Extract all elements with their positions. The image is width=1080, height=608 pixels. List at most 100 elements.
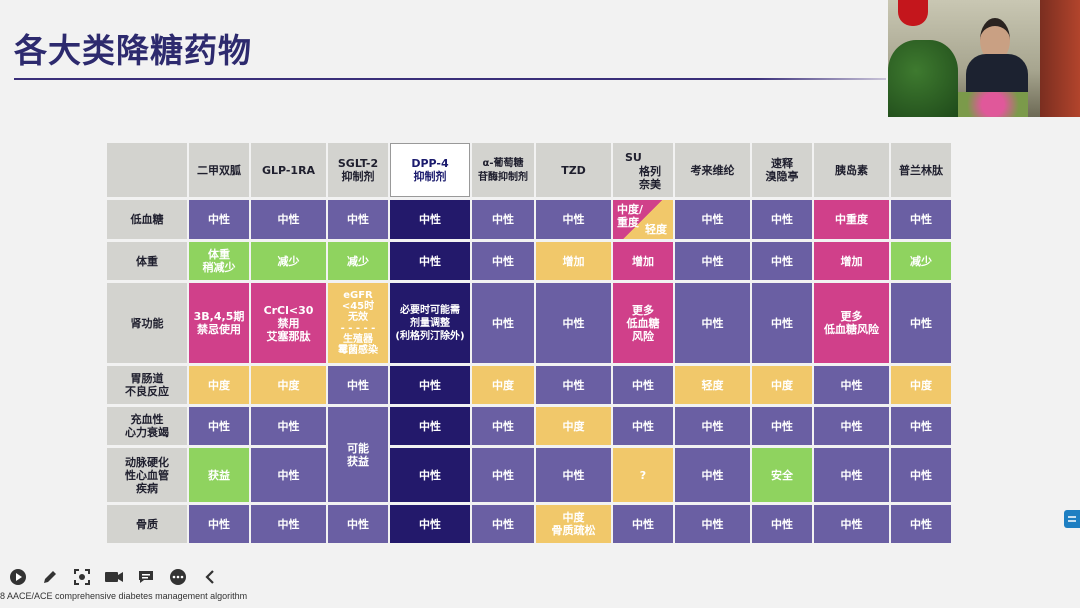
- table-cell: 中性: [814, 505, 889, 543]
- table-cell: 中性: [675, 242, 750, 280]
- table-cell-split: 中度/ 重度 轻度: [613, 200, 673, 239]
- plant-decoration: [888, 40, 958, 117]
- table-cell: 中性: [752, 283, 812, 363]
- table-cell: 中度: [891, 366, 951, 404]
- table-cell: 增加: [613, 242, 673, 280]
- table-cell: 中性: [891, 448, 951, 502]
- table-cell: 中度: [536, 407, 611, 445]
- camera-icon[interactable]: [104, 567, 124, 587]
- header-row: 二甲双胍 GLP-1RA SGLT-2 抑制剂 DPP-4 抑制剂 α-葡萄糖 …: [107, 143, 951, 197]
- col-label: TZD: [561, 163, 586, 177]
- table-cell: 更多 低血糖 风险: [613, 283, 673, 363]
- table-cell: 中度: [189, 366, 249, 404]
- col-label: DPP-4 抑制剂: [411, 157, 449, 183]
- table-cell: 中性: [390, 407, 470, 445]
- table-cell: 必要时可能需 剂量调整 (利格列汀除外): [390, 283, 470, 363]
- col-label: 速释 溴隐亭: [765, 157, 799, 183]
- table-cell: 中性: [390, 448, 470, 502]
- table-cell: 中度 骨质疏松: [536, 505, 611, 543]
- table-row: 胃肠道 不良反应 中度 中度 中性 中性 中度 中性 中性 轻度 中度 中性 中…: [107, 366, 951, 404]
- col-label-b: 格列 奈美: [639, 165, 661, 191]
- col-header: 考来维纶: [675, 143, 750, 197]
- col-label: GLP-1RA: [261, 163, 316, 177]
- pen-icon[interactable]: [40, 567, 60, 587]
- col-label: 考来维纶: [690, 163, 735, 177]
- col-label: SGLT-2 抑制剂: [337, 157, 379, 183]
- table-cell: ?: [613, 448, 673, 502]
- table-cell: 中性: [536, 448, 611, 502]
- table-cell: 中性: [251, 505, 326, 543]
- table-cell: 3B,4,5期 禁忌使用: [189, 283, 249, 363]
- table-cell: 中性: [472, 200, 534, 239]
- table-cell: 中性: [891, 407, 951, 445]
- table-cell: 更多 低血糖风险: [814, 283, 889, 363]
- col-header: 普兰林肽: [891, 143, 951, 197]
- back-icon[interactable]: [200, 567, 220, 587]
- speaker-video-thumbnail[interactable]: [888, 0, 1080, 117]
- row-label: 低血糖: [107, 200, 187, 239]
- table-cell: 中性: [390, 366, 470, 404]
- table-cell: 中性: [752, 200, 812, 239]
- drug-comparison-table: 二甲双胍 GLP-1RA SGLT-2 抑制剂 DPP-4 抑制剂 α-葡萄糖 …: [105, 140, 953, 546]
- table-cell: 中性: [390, 242, 470, 280]
- table-cell: 中性: [675, 407, 750, 445]
- table-cell: CrCl<30 禁用 艾塞那肽: [251, 283, 326, 363]
- corner-cell: [107, 143, 187, 197]
- slide-title: 各大类降糖药物: [14, 31, 252, 70]
- table-cell: 中度: [472, 366, 534, 404]
- table-cell: 中性: [613, 407, 673, 445]
- play-icon[interactable]: [8, 567, 28, 587]
- table-row: 肾功能 3B,4,5期 禁忌使用 CrCl<30 禁用 艾塞那肽 eGFR <4…: [107, 283, 951, 363]
- table-cell: 中性: [675, 283, 750, 363]
- split-top: 中度/ 重度: [617, 203, 644, 229]
- row-label: 肾功能: [107, 283, 187, 363]
- col-header: α-葡萄糖 苷酶抑制剂: [472, 143, 534, 197]
- table-cell: 中性: [613, 505, 673, 543]
- table-cell: 中度: [752, 366, 812, 404]
- table-cell: 中性: [251, 200, 326, 239]
- col-header-su: SU 格列 奈美: [613, 143, 673, 197]
- table-row: 动脉硬化 性心血管 疾病 获益 中性 中性 中性 中性 ? 中性 安全 中性 中…: [107, 448, 951, 502]
- side-expand-icon[interactable]: [1064, 510, 1080, 528]
- table-cell: 中性: [814, 366, 889, 404]
- table-cell: 中度: [251, 366, 326, 404]
- table-cell: 减少: [328, 242, 388, 280]
- col-header: TZD: [536, 143, 611, 197]
- table-cell: 中性: [472, 407, 534, 445]
- lantern-decoration: [898, 0, 928, 26]
- col-header: 二甲双胍: [189, 143, 249, 197]
- table-cell: 中性: [189, 200, 249, 239]
- table-cell: 中性: [390, 200, 470, 239]
- table-cell: 增加: [814, 242, 889, 280]
- table-cell: 中性: [536, 200, 611, 239]
- table-cell: 中性: [891, 505, 951, 543]
- flower-decoration: [958, 92, 1028, 117]
- row-label: 胃肠道 不良反应: [107, 366, 187, 404]
- table-cell: 中性: [814, 407, 889, 445]
- table-cell: 中性: [328, 505, 388, 543]
- table-row: 骨质 中性 中性 中性 中性 中性 中度 骨质疏松 中性 中性 中性 中性 中性: [107, 505, 951, 543]
- row-label: 骨质: [107, 505, 187, 543]
- table-cell: 轻度: [675, 366, 750, 404]
- screenshot-icon[interactable]: [72, 567, 92, 587]
- comment-icon[interactable]: [136, 567, 156, 587]
- table-cell: 体重 稍减少: [189, 242, 249, 280]
- table-cell: 中性: [472, 505, 534, 543]
- table-cell: 中性: [189, 505, 249, 543]
- table-cell: 中性: [472, 242, 534, 280]
- table-cell: 中性: [752, 242, 812, 280]
- col-header: 胰岛素: [814, 143, 889, 197]
- col-header: GLP-1RA: [251, 143, 326, 197]
- row-label: 充血性 心力衰竭: [107, 407, 187, 445]
- table-cell: 中重度: [814, 200, 889, 239]
- col-label: 普兰林肽: [899, 163, 943, 177]
- table-cell: 减少: [251, 242, 326, 280]
- table-cell: 中性: [472, 448, 534, 502]
- col-label-a: SU: [625, 151, 642, 164]
- more-icon[interactable]: [168, 567, 188, 587]
- table-cell: 安全: [752, 448, 812, 502]
- table-cell: 中性: [675, 505, 750, 543]
- table-cell: 增加: [536, 242, 611, 280]
- table-cell: 中性: [891, 283, 951, 363]
- col-label: 胰岛素: [835, 163, 868, 177]
